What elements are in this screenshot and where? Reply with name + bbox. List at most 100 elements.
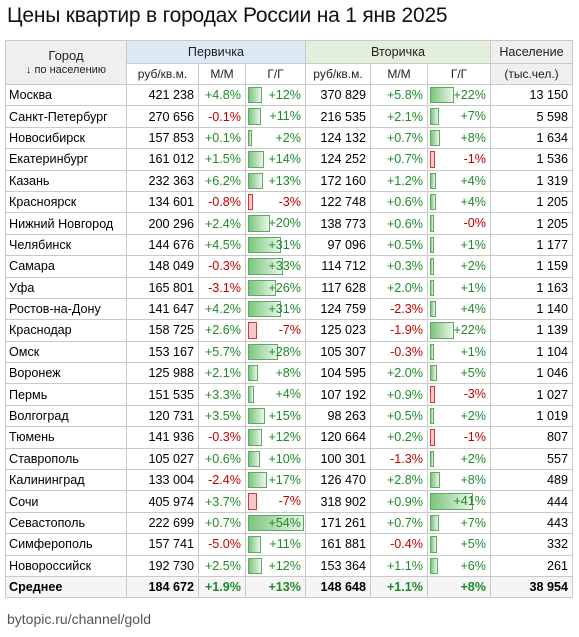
primary-yy-value: +33% [268,259,301,274]
secondary-yy-bar [430,279,434,296]
secondary-yy-bar [430,365,437,382]
primary-mm: +3.3% [198,383,246,406]
secondary-price: 318 902 [305,490,371,513]
population: 261 [490,554,573,577]
city-name: Челябинск [5,233,127,257]
primary-price: 165 801 [126,276,199,299]
table-row: Сочи 405 974 +3.7% -7% 318 902 +0.9% +41% 444 [5,490,573,513]
primary-yy-value: +17% [268,473,301,488]
table-row: Уфа 165 801 -3.1% +26% 117 628 +2.0% +1% 1 163 [5,276,573,299]
primary-price: 192 730 [126,554,199,577]
city-name: Пермь [5,383,127,406]
secondary-yy: +22% [427,319,491,342]
primary-yy: +4% [245,383,306,406]
population: 1 140 [490,297,573,321]
population-header: Население [490,40,573,64]
primary-price: 141 936 [126,426,199,449]
total-secondary-price: 148 648 [305,575,371,599]
secondary-yy-value: +2% [460,408,486,423]
primary-yy-value: +28% [268,344,301,359]
secondary-yy-bar [430,557,438,574]
primary-yy: +28% [245,340,306,364]
secondary-yy-bar [430,236,434,254]
secondary-yy-bar [430,258,434,275]
primary-mm: +3.5% [198,404,246,428]
secondary-mm: +1.1% [370,554,428,577]
primary-yy: +8% [245,362,306,385]
secondary-price: 107 192 [305,383,371,406]
secondary-mm: -0.4% [370,533,428,556]
primary-mm: +4.5% [198,233,246,257]
secondary-price: 117 628 [305,276,371,299]
primary-yy: +33% [245,255,306,278]
secondary-price: 172 160 [305,169,371,192]
secondary-price: 370 829 [305,83,371,107]
primary-yy-value: +15% [268,408,301,423]
secondary-mm: -1.3% [370,447,428,471]
secondary-yy: -0% [427,212,491,235]
population: 1 027 [490,383,573,406]
primary-yy-value: +2% [275,130,301,145]
population: 332 [490,533,573,556]
primary-yy-bar [248,322,257,339]
secondary-mm: +5.8% [370,83,428,107]
secondary-price: 97 096 [305,233,371,257]
total-population: 38 954 [490,575,573,599]
primary-yy: +31% [245,233,306,257]
secondary-mm: +0.9% [370,490,428,513]
primary-mm: +3.7% [198,490,246,513]
secondary-yy-value: +1% [460,344,486,359]
secondary-yy-value: +6% [460,558,486,573]
primary-yy: +20% [245,212,306,235]
secondary-yy: +5% [427,533,491,556]
secondary-yy: +2% [427,404,491,428]
population: 1 163 [490,276,573,299]
secondary-mm: +0.9% [370,383,428,406]
secondary-mm: +1.2% [370,169,428,192]
primary-mm: +5.7% [198,340,246,364]
primary-yy: -7% [245,319,306,342]
primary-mm: +1.5% [198,148,246,171]
primary-yy: +11% [245,105,306,128]
city-name: Калининград [5,469,127,492]
city-name: Симферополь [5,533,127,556]
city-name: Уфа [5,276,127,299]
secondary-yy-bar [430,129,440,147]
secondary-yy-value: -3% [463,387,486,402]
primary-yy-value: +11% [269,537,301,552]
total-row: Среднее 184 672 +1.9% +13% 148 648 +1.1% +8% 38… [5,575,573,599]
secondary-yy: +41% [427,490,491,513]
population: 557 [490,447,573,471]
secondary-yy: +22% [427,83,491,107]
table-row: Нижний Новгород 200 296 +2.4% +20% 138 773 +0… [5,212,573,235]
secondary-mm: +2.0% [370,276,428,299]
secondary-yy-bar [430,108,439,125]
primary-mm: +2.5% [198,554,246,577]
secondary-yy-bar [430,514,439,532]
primary-price: 151 535 [126,383,199,406]
primary-yy-value: +11% [269,109,301,124]
primary-price: 200 296 [126,212,199,235]
secondary-yy-value: +22% [453,323,486,338]
city-name: Новосибирск [5,126,127,150]
primary-price: 232 363 [126,169,199,192]
secondary-yy: +4% [427,297,491,321]
population: 1 019 [490,404,573,428]
primary-price-header: руб/кв.м. [126,63,199,85]
secondary-yy-value: +8% [460,473,486,488]
population: 1 104 [490,340,573,364]
table-row: Воронеж 125 988 +2.1% +8% 104 595 +2.0% +5% 1 0… [5,362,573,385]
secondary-yy: +7% [427,511,491,535]
primary-yy-bar [248,557,262,574]
secondary-yy: -1% [427,148,491,171]
price-table: Город ↓ по населению Первичка Вторичка Н… [5,40,573,599]
table-row: Казань 232 363 +6.2% +13% 172 160 +1.2% +4% 1 3… [5,169,573,192]
primary-price: 161 012 [126,148,199,171]
table-row: Новосибирск 157 853 +0.1% +2% 124 132 +0.7% +8… [5,126,573,150]
table-row: Пермь 151 535 +3.3% +4% 107 192 +0.9% -3% 1 027 [5,383,573,406]
total-label: Среднее [5,575,127,599]
secondary-price: 124 759 [305,297,371,321]
city-name: Омск [5,340,127,364]
primary-mm: +0.1% [198,126,246,150]
table-row: Самара 148 049 -0.3% +33% 114 712 +0.3% +2% 1 1… [5,255,573,278]
